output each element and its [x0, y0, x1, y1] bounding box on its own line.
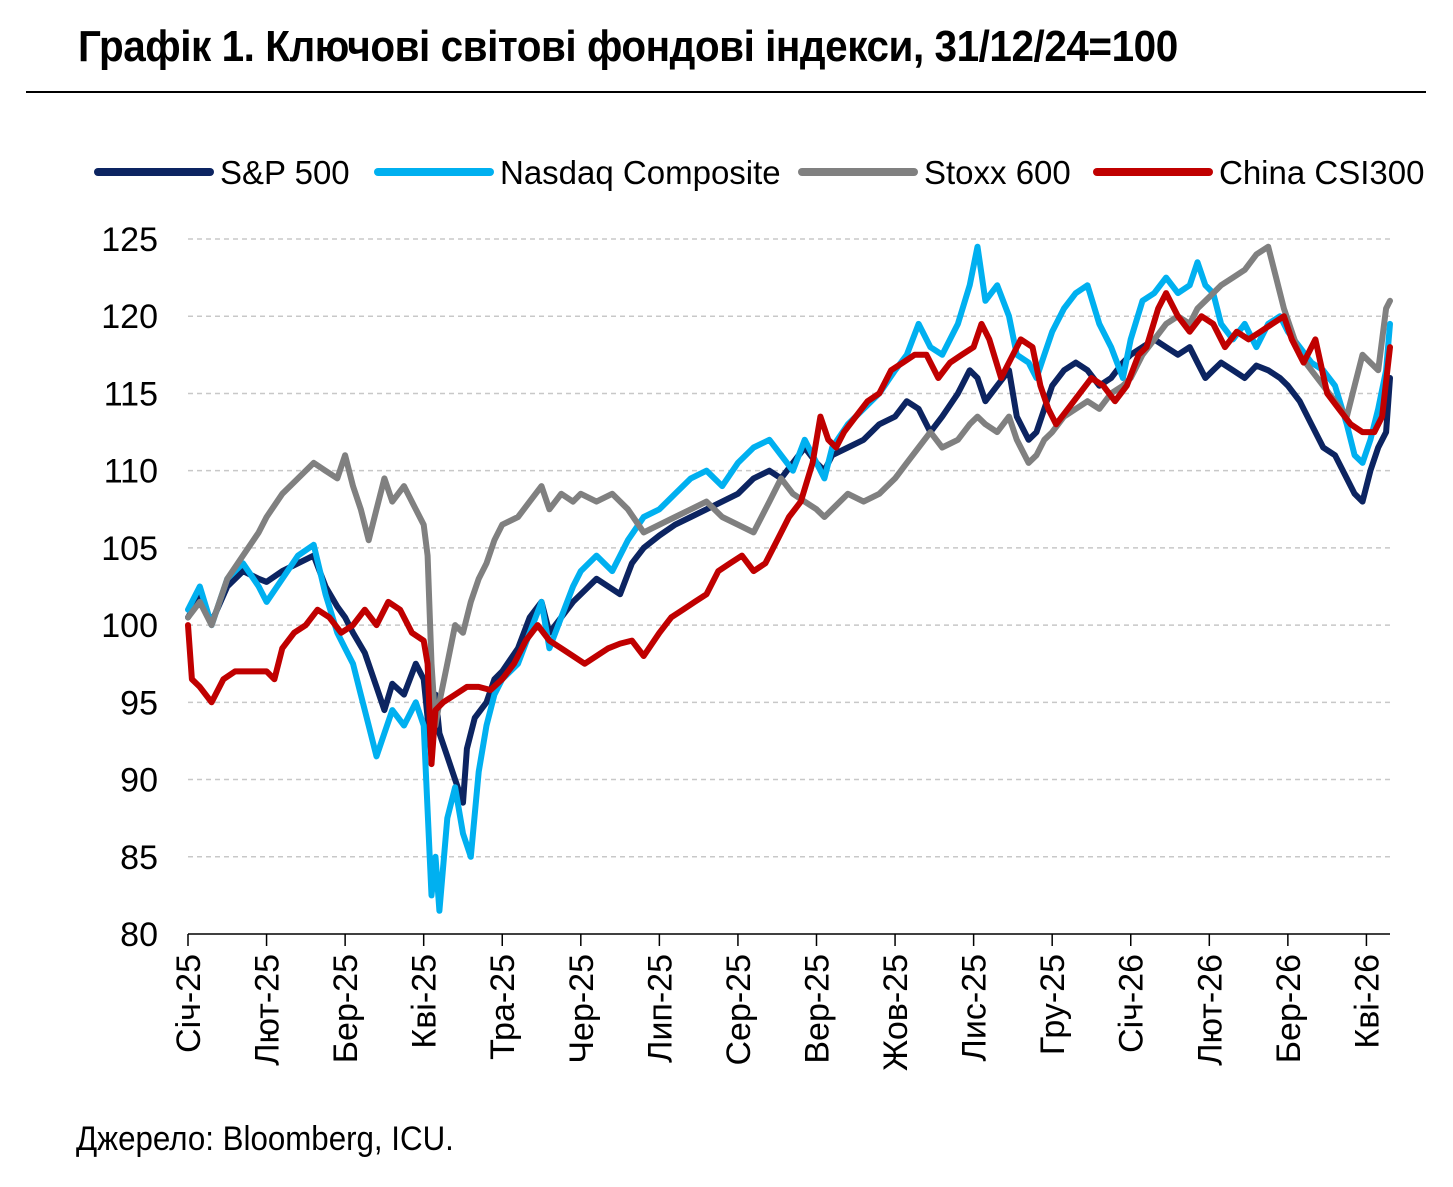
legend: S&P 500 Nasdaq Composite Stoxx 600 China CS… [94, 154, 1424, 191]
x-tick-label-7: Сер-25 [720, 954, 758, 1066]
legend-label-stoxx-600: Stoxx 600 [924, 154, 1071, 191]
x-tick-label-5: Чер-25 [563, 954, 601, 1064]
series-line-stoxx-600 [185, 243, 1393, 729]
x-tick-label-4: Тра-25 [484, 954, 522, 1060]
y-tick-label-125: 125 [101, 221, 158, 259]
series-line-china-csi300 [185, 290, 1393, 768]
y-tick-label-95: 95 [120, 684, 158, 722]
gridlines [188, 238, 1390, 858]
series-lines [185, 243, 1393, 914]
y-tick-label-115: 115 [104, 375, 158, 413]
source-note: Джерело: Bloomberg, ICU. [76, 1120, 454, 1158]
x-tick-label-2: Бер-25 [327, 954, 365, 1063]
x-tick-label-9: Жов-25 [877, 954, 915, 1071]
x-tick-label-13: Лют-26 [1191, 954, 1229, 1066]
y-tick-label-100: 100 [101, 607, 158, 645]
y-tick-label-90: 90 [120, 762, 158, 800]
y-tick-label-85: 85 [120, 839, 158, 877]
series-line-nasdaq-composite [185, 243, 1393, 914]
chart-title: Графік 1. Ключові світові фондові індекс… [78, 22, 1178, 71]
x-tick-label-10: Лис-25 [956, 954, 994, 1061]
title-divider [26, 91, 1426, 93]
x-tick-label-3: Кві-25 [406, 954, 444, 1049]
x-tick-label-14: Бер-26 [1270, 954, 1308, 1063]
x-tick-label-6: Лип-25 [641, 954, 679, 1063]
y-tick-label-105: 105 [101, 530, 158, 568]
x-tick-label-11: Гру-25 [1034, 954, 1072, 1055]
x-tick-label-12: Січ-26 [1113, 954, 1151, 1053]
x-tick-label-0: Січ-25 [170, 954, 208, 1053]
x-tick-label-1: Лют-25 [249, 954, 287, 1066]
y-tick-label-80: 80 [120, 916, 158, 954]
y-tick-label-120: 120 [101, 298, 158, 336]
legend-label-china-csi300: China CSI300 [1219, 154, 1424, 191]
x-tick-label-8: Вер-25 [798, 954, 836, 1064]
legend-label-nasdaq-composite: Nasdaq Composite [500, 154, 781, 191]
y-tick-label-110: 110 [104, 453, 158, 491]
axes: 80 85 90 95 100 105 110 115 120 125 Січ-25 Лют-25 Бе… [101, 221, 1390, 1071]
legend-label-s-p-500: S&P 500 [220, 154, 350, 191]
x-tick-label-15: Кві-26 [1348, 954, 1386, 1049]
